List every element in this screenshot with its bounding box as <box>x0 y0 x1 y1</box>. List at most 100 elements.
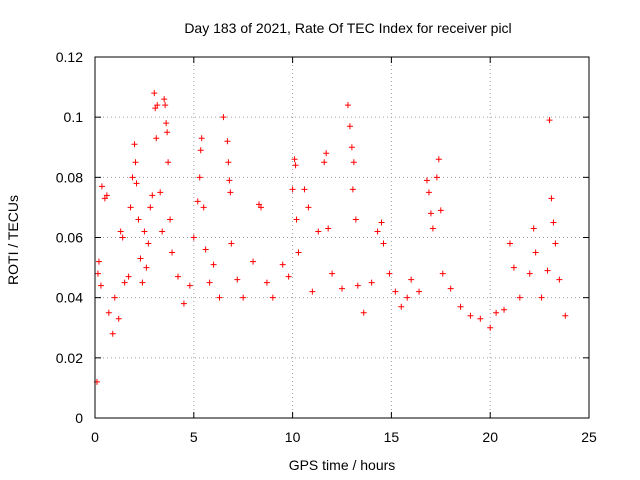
data-point <box>225 159 232 166</box>
data-point <box>291 156 298 163</box>
data-point <box>224 138 231 145</box>
data-point <box>408 276 415 283</box>
data-point <box>157 189 164 196</box>
data-point <box>159 228 166 235</box>
x-tick-label: 10 <box>285 429 301 445</box>
data-point <box>127 204 134 211</box>
data-point <box>447 285 454 292</box>
data-point <box>256 201 263 208</box>
data-point <box>190 234 197 241</box>
data-point <box>154 102 161 109</box>
data-point <box>269 294 276 301</box>
data-point <box>435 156 442 163</box>
data-point <box>510 264 517 271</box>
data-point <box>344 102 351 109</box>
data-point <box>349 186 356 193</box>
data-point <box>368 279 375 286</box>
data-point <box>315 228 322 235</box>
y-axis-label: ROTI / TECUs <box>5 195 21 285</box>
x-tick-label: 25 <box>581 429 597 445</box>
data-point <box>374 228 381 235</box>
data-point <box>477 315 484 322</box>
data-point <box>380 240 387 247</box>
data-point <box>151 90 158 97</box>
data-point <box>285 273 292 280</box>
data-point <box>301 186 308 193</box>
data-point <box>101 195 108 202</box>
data-point <box>530 225 537 232</box>
y-tick-label: 0.04 <box>56 290 83 306</box>
data-point <box>98 183 105 190</box>
data-point <box>95 258 102 265</box>
data-point <box>378 219 385 226</box>
data-point <box>323 150 330 157</box>
data-point <box>425 189 432 196</box>
y-axis: 0 0.02 0.04 0.06 0.08 0.1 0.12 <box>56 49 589 426</box>
data-point <box>544 267 551 274</box>
data-point <box>220 114 227 121</box>
data-point <box>348 144 355 151</box>
data-point <box>404 294 411 301</box>
data-point <box>526 270 533 277</box>
data-point <box>121 279 128 286</box>
data-point <box>129 174 136 181</box>
plot-frame <box>94 56 590 419</box>
data-point <box>105 309 112 316</box>
data-point <box>321 159 328 166</box>
data-point <box>131 141 138 148</box>
data-point <box>305 204 312 211</box>
data-point <box>437 207 444 214</box>
data-point <box>467 312 474 319</box>
data-point <box>226 177 233 184</box>
data-point <box>501 306 508 313</box>
data-point <box>538 294 545 301</box>
data-point <box>550 219 557 226</box>
data-point <box>202 246 209 253</box>
data-point <box>325 225 332 232</box>
data-point <box>132 159 139 166</box>
data-point <box>145 240 152 247</box>
data-point <box>198 135 205 142</box>
data-point <box>552 240 559 247</box>
data-point <box>457 303 464 310</box>
data-point <box>94 270 101 277</box>
y-tick-label: 0 <box>75 410 83 426</box>
data-point <box>562 312 569 319</box>
data-point <box>167 216 174 223</box>
data-point <box>163 120 170 127</box>
x-axis-label: GPS time / hours <box>289 457 396 473</box>
data-point <box>197 147 204 154</box>
data-point <box>546 117 553 124</box>
data-point <box>352 216 359 223</box>
data-point <box>143 264 150 271</box>
data-point <box>135 216 142 223</box>
y-tick-label: 0.08 <box>56 169 83 185</box>
data-point <box>194 198 201 205</box>
x-axis: 0 5 10 15 20 25 <box>91 57 597 445</box>
data-point <box>506 240 513 247</box>
data-point <box>196 174 203 181</box>
data-point <box>152 105 159 112</box>
data-point <box>292 162 299 169</box>
data-points <box>93 90 569 385</box>
y-tick-label: 0.12 <box>56 49 83 65</box>
data-point <box>164 129 171 136</box>
data-point <box>165 159 172 166</box>
data-point <box>516 294 523 301</box>
data-point <box>149 192 156 199</box>
data-point <box>487 324 494 331</box>
data-point <box>548 195 555 202</box>
data-point <box>427 210 434 217</box>
data-point <box>392 288 399 295</box>
data-point <box>147 204 154 211</box>
data-point <box>169 249 176 256</box>
data-point <box>329 270 336 277</box>
data-point <box>416 288 423 295</box>
data-point <box>339 285 345 292</box>
x-tick-label: 5 <box>190 429 198 445</box>
data-point <box>556 276 563 283</box>
data-point <box>493 309 500 316</box>
data-point <box>186 282 193 289</box>
data-point <box>97 282 104 289</box>
